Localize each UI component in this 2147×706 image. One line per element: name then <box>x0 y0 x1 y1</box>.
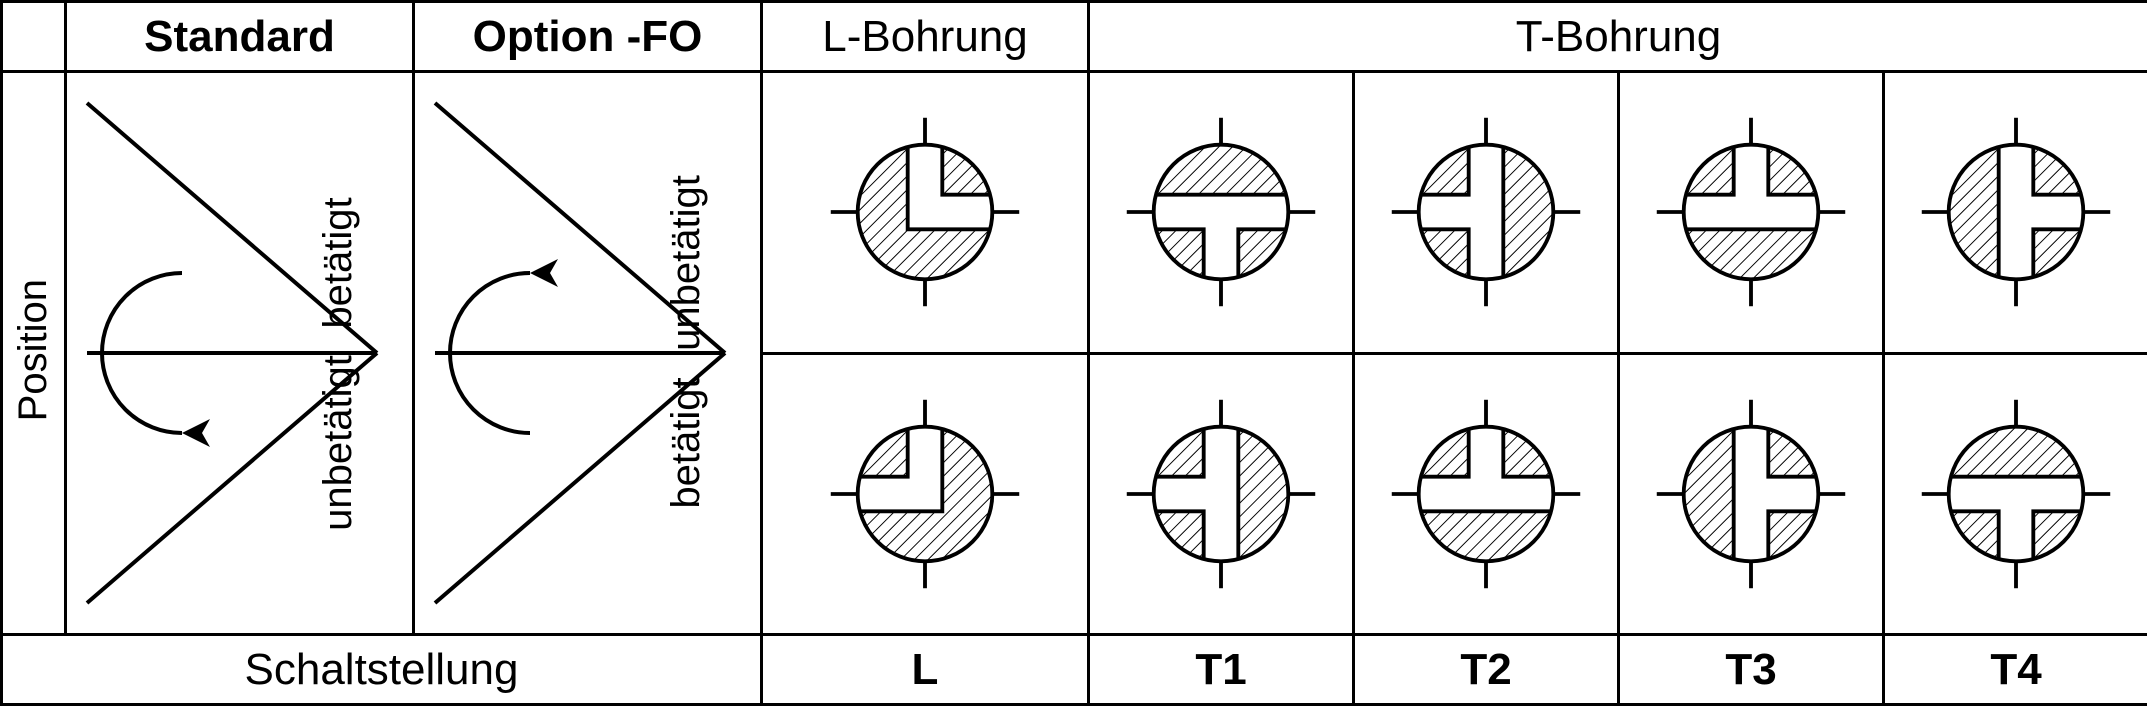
footer-T4: T4 <box>1884 635 2147 705</box>
svg-text:betätigt: betätigt <box>316 197 360 328</box>
side-position-label: Position <box>11 279 56 421</box>
svg-text:unbetätigt: unbetätigt <box>316 355 360 531</box>
valve-T1-top <box>1089 72 1354 354</box>
valve-T1-bot <box>1089 353 1354 635</box>
header-option: Option -FO <box>414 2 762 72</box>
valve-T4-bot <box>1884 353 2147 635</box>
valve-position-table: Standard Option -FO L-Bohrung T-Bohrung … <box>0 0 2147 706</box>
footer-L: L <box>762 635 1089 705</box>
actuator-standard: betätigt unbetätigt <box>66 72 414 635</box>
side-position-cell: Position <box>2 72 66 635</box>
valve-T3-top <box>1619 72 1884 354</box>
actuator-option: unbetätigt betätigt <box>414 72 762 635</box>
valve-T3-bot <box>1619 353 1884 635</box>
header-standard: Standard <box>66 2 414 72</box>
footer-T1: T1 <box>1089 635 1354 705</box>
footer-schaltstellung: Schaltstellung <box>2 635 762 705</box>
valve-T2-bot <box>1354 353 1619 635</box>
footer-T3: T3 <box>1619 635 1884 705</box>
valve-T2-top <box>1354 72 1619 354</box>
svg-text:unbetätigt: unbetätigt <box>664 175 708 351</box>
valve-T4-top <box>1884 72 2147 354</box>
valve-L-bot <box>762 353 1089 635</box>
svg-text:betätigt: betätigt <box>664 377 708 508</box>
header-empty <box>2 2 66 72</box>
header-t-bohrung: T-Bohrung <box>1089 2 2147 72</box>
header-l-bohrung: L-Bohrung <box>762 2 1089 72</box>
footer-T2: T2 <box>1354 635 1619 705</box>
valve-L-top <box>762 72 1089 354</box>
